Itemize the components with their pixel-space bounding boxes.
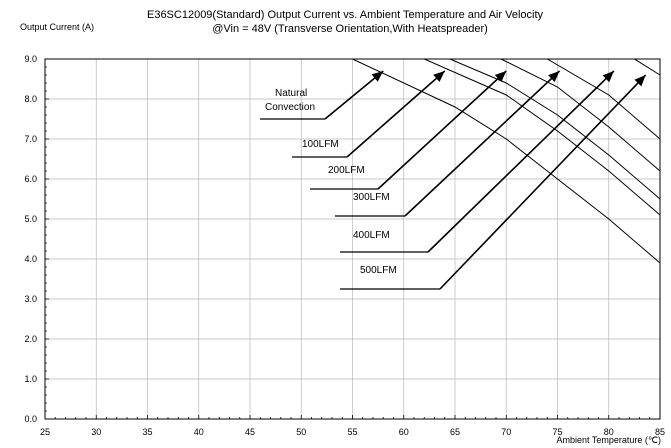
y-tick-label: 5.0 — [24, 214, 37, 224]
annotation-arrow — [346, 70, 446, 158]
annotation-label: 400LFM — [353, 230, 390, 241]
annotation-arrow — [404, 70, 561, 217]
x-tick-label: 30 — [91, 427, 101, 437]
x-tick-label: 65 — [450, 427, 460, 437]
x-axis-label: Ambient Temperature (℃) — [557, 435, 661, 445]
x-tick-label: 55 — [347, 427, 357, 437]
series-line — [45, 58, 661, 76]
x-tick-label: 50 — [296, 427, 306, 437]
y-tick-label: 0.0 — [24, 414, 37, 424]
y-tick-label: 4.0 — [24, 254, 37, 264]
x-tick-label: 45 — [245, 427, 255, 437]
y-axis-label: Output Current (A) — [20, 22, 94, 32]
grid — [45, 59, 660, 419]
y-tick-label: 1.0 — [24, 374, 37, 384]
annotation-label: 300LFM — [353, 192, 390, 203]
y-tick-label: 8.0 — [24, 94, 37, 104]
x-tick-label: 25 — [40, 427, 50, 437]
annotation-arrow — [324, 70, 384, 120]
annotation-label: 200LFM — [328, 165, 365, 176]
chart-title: E36SC12009(Standard) Output Current vs. … — [147, 9, 544, 21]
annotation-arrow — [377, 70, 507, 190]
annotation-label: 500LFM — [360, 265, 397, 276]
annotation-label: Natural — [275, 88, 307, 99]
x-tick-label: 70 — [501, 427, 511, 437]
y-tick-label: 7.0 — [24, 134, 37, 144]
x-tick-label: 80 — [604, 427, 614, 437]
x-tick-label: 75 — [552, 427, 562, 437]
y-tick-label: 3.0 — [24, 294, 37, 304]
annotation-label: 100LFM — [302, 139, 339, 150]
y-tick-label: 6.0 — [24, 174, 37, 184]
x-tick-label: 60 — [399, 427, 409, 437]
x-tick-label: 85 — [655, 427, 665, 437]
annotation-arrow — [427, 70, 615, 253]
y-tick-label: 9.0 — [24, 54, 37, 64]
annotation-label: Convection — [265, 102, 315, 113]
annotations: Natural Convection 100LFM 200LFM 300LFM 400LF… — [260, 70, 647, 290]
y-tick-label: 2.0 — [24, 334, 37, 344]
chart-subtitle: @Vin = 48V (Transverse Orientation,With … — [212, 23, 488, 35]
series-lines — [45, 58, 661, 264]
annotation-arrow — [439, 74, 647, 290]
ticks: 25 30 35 40 45 50 55 60 65 70 75 80 85 0.0 1.0 2.0 3.0 4.… — [24, 54, 665, 437]
x-tick-label: 35 — [142, 427, 152, 437]
x-tick-label: 40 — [194, 427, 204, 437]
